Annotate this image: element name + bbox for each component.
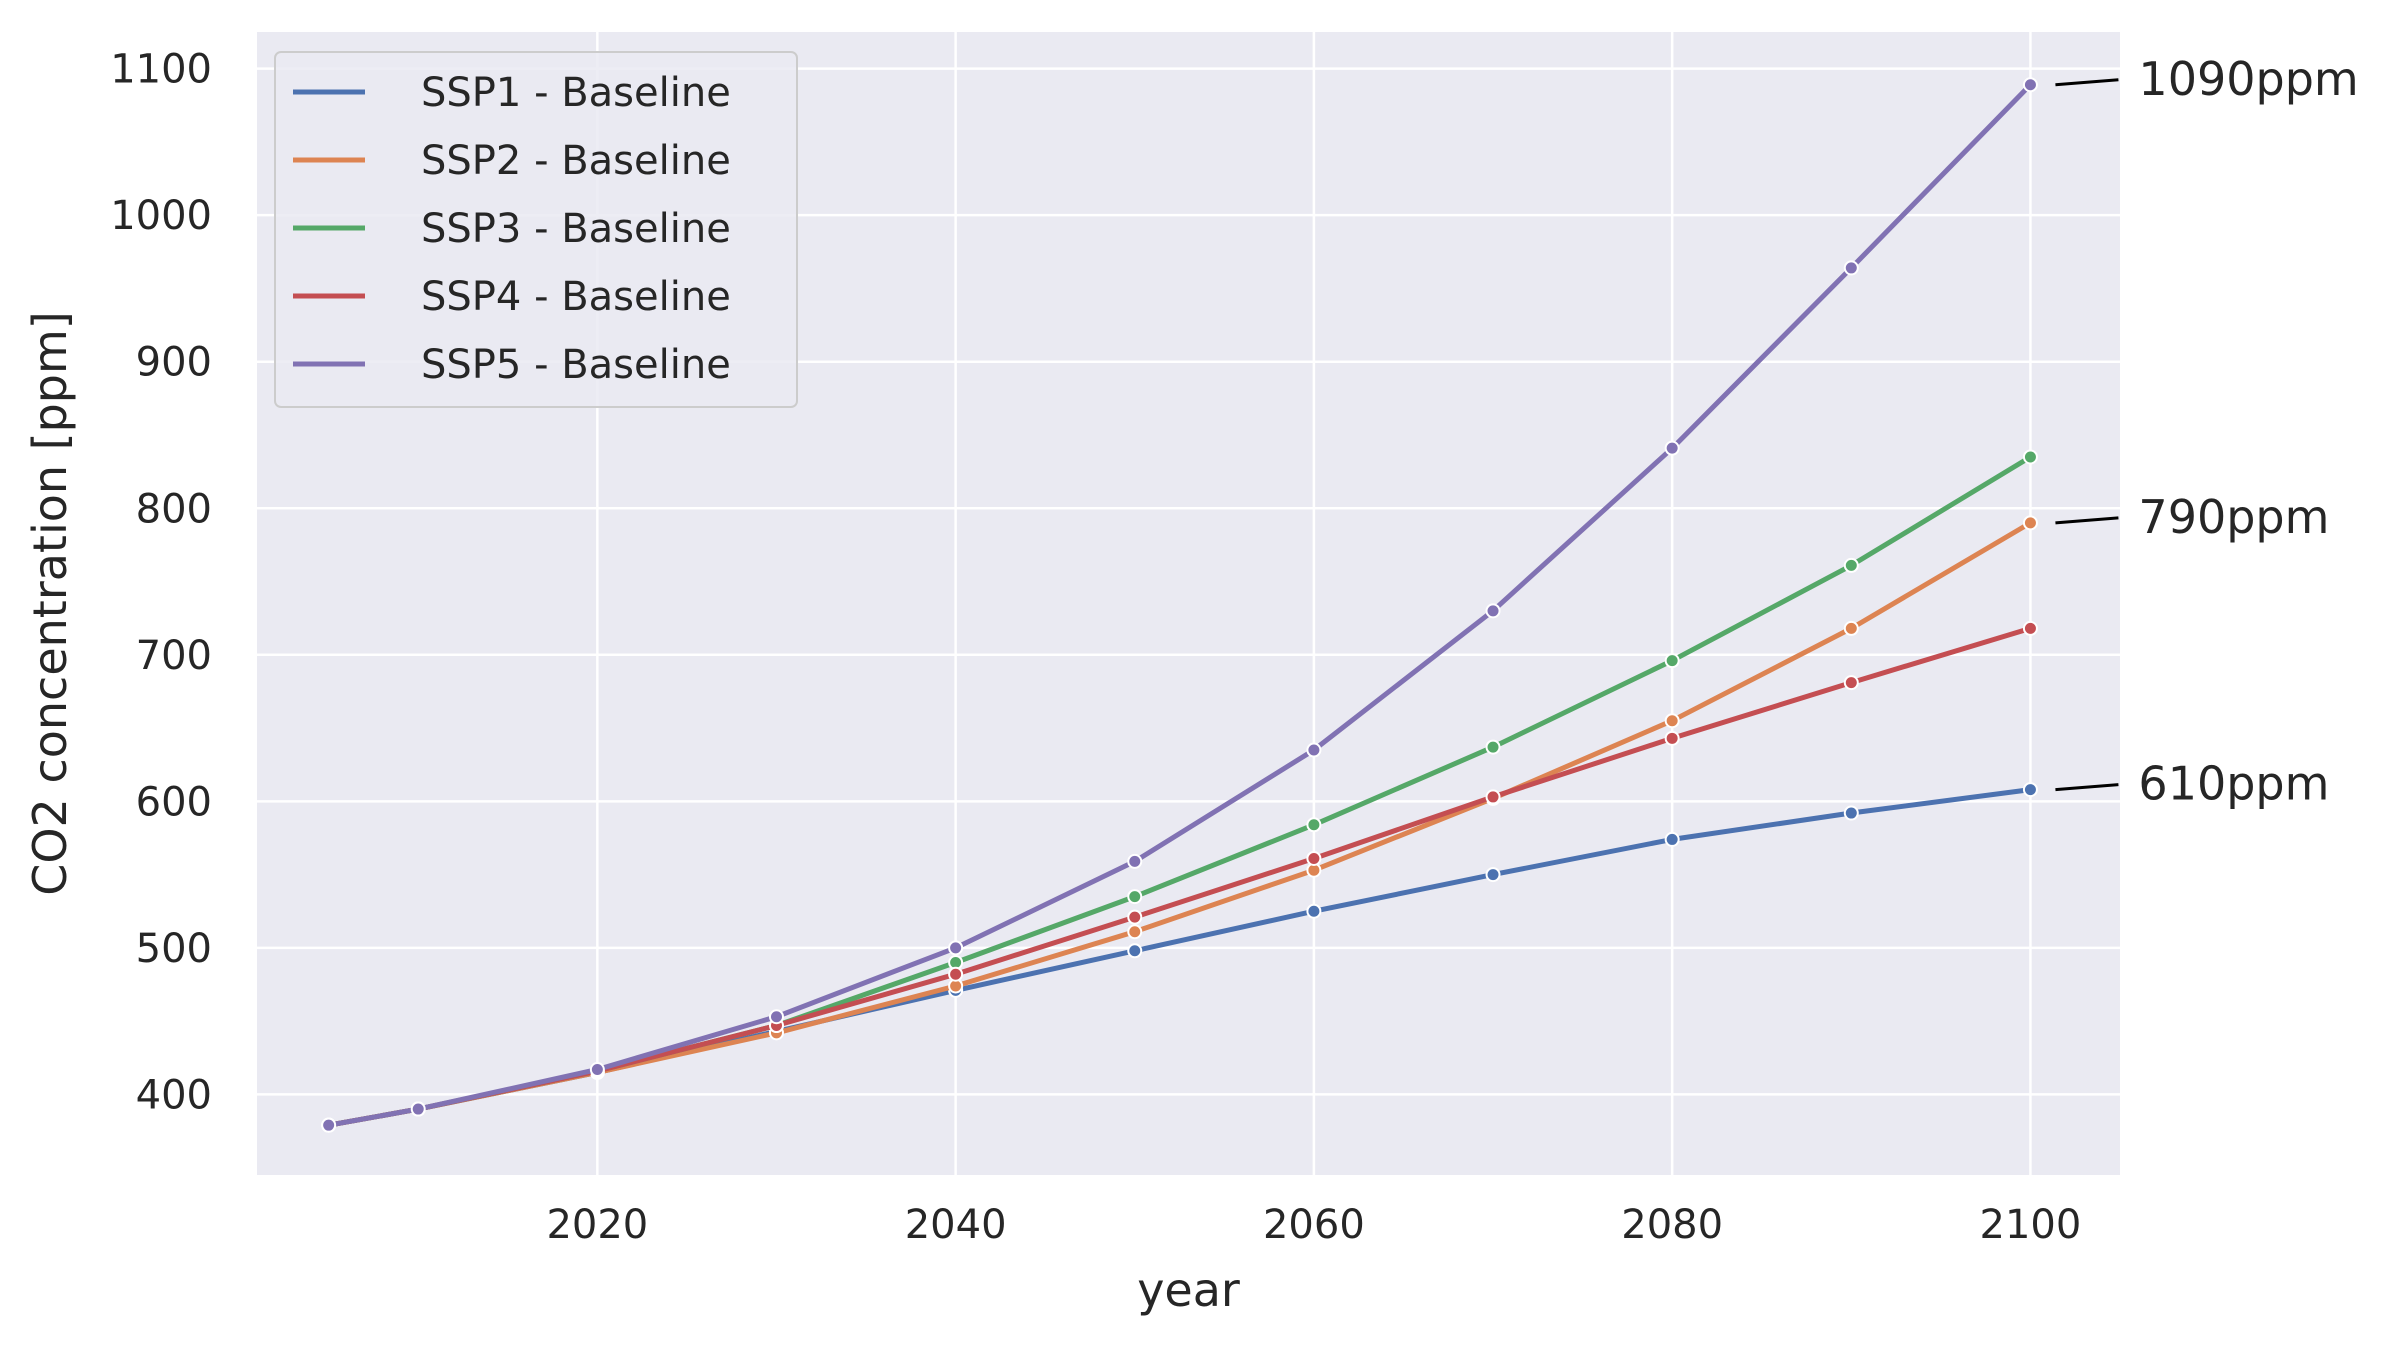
- data-point: [321, 1117, 337, 1133]
- legend-label: SSP2 - Baseline: [421, 138, 731, 184]
- series-lines: [321, 77, 2038, 1133]
- data-point: [948, 966, 964, 982]
- tick-labels: 2020 2040 2060 2080 2100 400 500 600 700 800 900 10…: [110, 47, 2081, 1248]
- data-point: [2022, 449, 2038, 465]
- annotation-leader: [2055, 78, 2119, 87]
- data-point: [1485, 603, 1501, 619]
- data-point: [2022, 515, 2038, 531]
- annotation-label: 1090ppm: [2138, 52, 2358, 106]
- annotation-label: 610ppm: [2138, 757, 2329, 811]
- legend-item: SSP3 - Baseline: [293, 206, 731, 252]
- x-tick-label: 2100: [1980, 1202, 2082, 1248]
- data-point: [1127, 909, 1143, 925]
- data-point: [1306, 903, 1322, 919]
- data-point: [1664, 653, 1680, 669]
- data-point: [1485, 739, 1501, 755]
- legend-frame: [274, 51, 798, 408]
- data-point: [1127, 943, 1143, 959]
- legend: SSP1 - Baseline SSP2 - Baseline SSP3 - Bas…: [274, 51, 798, 408]
- data-point: [1306, 742, 1322, 758]
- data-point: [1485, 789, 1501, 805]
- y-tick-label: 600: [136, 779, 212, 825]
- annotation-leader: [2055, 783, 2119, 792]
- legend-label: SSP1 - Baseline: [421, 70, 731, 116]
- data-point: [1843, 557, 1859, 573]
- data-point: [1306, 850, 1322, 866]
- data-point: [1843, 805, 1859, 821]
- y-tick-label: 1100: [110, 47, 212, 93]
- data-point: [1664, 831, 1680, 847]
- data-point: [1664, 730, 1680, 746]
- annotation-label: 790ppm: [2138, 490, 2329, 544]
- data-point: [948, 940, 964, 956]
- y-tick-label: 1000: [110, 193, 212, 239]
- legend-item: SSP5 - Baseline: [293, 342, 731, 388]
- data-point: [1127, 924, 1143, 940]
- y-tick-label: 500: [136, 926, 212, 972]
- data-point: [1843, 675, 1859, 691]
- x-axis-label: year: [1137, 1263, 1240, 1317]
- y-tick-label: 800: [136, 486, 212, 532]
- data-point: [1843, 620, 1859, 636]
- y-tick-label: 400: [136, 1072, 212, 1118]
- data-point: [768, 1009, 784, 1025]
- y-tick-label: 700: [136, 633, 212, 679]
- legend-item: SSP1 - Baseline: [293, 70, 731, 116]
- data-point: [1485, 867, 1501, 883]
- series-5: [321, 77, 2038, 1133]
- legend-label: SSP3 - Baseline: [421, 206, 731, 252]
- data-point: [2022, 620, 2038, 636]
- data-point: [2022, 77, 2038, 93]
- legend-label: SSP4 - Baseline: [421, 274, 731, 320]
- data-point: [1664, 713, 1680, 729]
- data-point: [1664, 440, 1680, 456]
- x-tick-label: 2060: [1263, 1202, 1365, 1248]
- y-axis-label: CO2 concentration [ppm]: [23, 311, 77, 896]
- y-tick-label: 900: [136, 340, 212, 386]
- gridlines: [257, 32, 2120, 1175]
- data-point: [1127, 889, 1143, 905]
- legend-item: SSP2 - Baseline: [293, 138, 731, 184]
- data-point: [1127, 853, 1143, 869]
- x-tick-label: 2040: [905, 1202, 1007, 1248]
- data-point: [410, 1101, 426, 1117]
- x-tick-label: 2080: [1621, 1202, 1723, 1248]
- data-point: [1843, 260, 1859, 276]
- data-point: [589, 1061, 605, 1077]
- legend-label: SSP5 - Baseline: [421, 342, 731, 388]
- x-tick-label: 2020: [546, 1202, 648, 1248]
- data-point: [2022, 782, 2038, 798]
- annotation-leader: [2055, 516, 2119, 525]
- data-point: [1306, 817, 1322, 833]
- legend-item: SSP4 - Baseline: [293, 274, 731, 320]
- end-annotations: 1090ppm 790ppm 610ppm: [2055, 52, 2359, 811]
